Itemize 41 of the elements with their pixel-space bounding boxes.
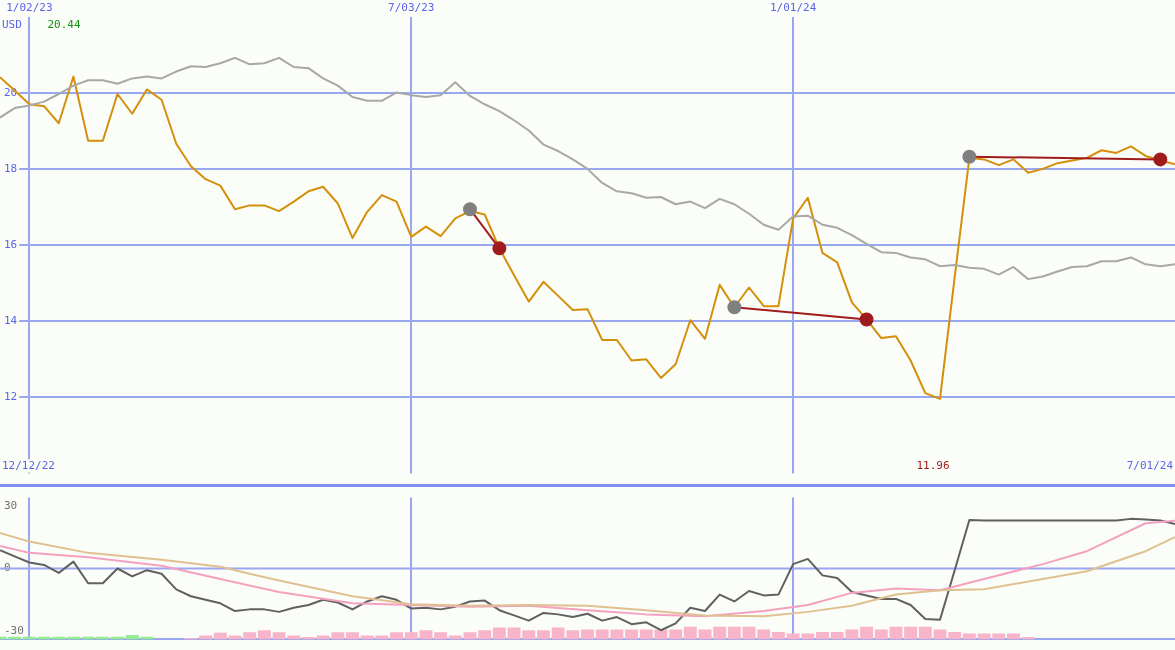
bar xyxy=(434,632,448,640)
bar xyxy=(257,630,271,640)
bar xyxy=(625,629,639,640)
bar xyxy=(698,629,712,640)
y-tick-label: 16 xyxy=(4,238,18,252)
bar xyxy=(463,632,477,640)
bar xyxy=(390,632,404,640)
bar xyxy=(771,631,785,640)
bar xyxy=(860,626,874,640)
x-tick-label: 1/02/23 xyxy=(6,1,53,15)
bar xyxy=(492,627,506,640)
x-tick-label: 7/03/23 xyxy=(388,1,435,15)
y-tick-label: -30 xyxy=(4,623,24,637)
bar xyxy=(918,626,932,640)
bar xyxy=(199,635,213,640)
bar xyxy=(536,630,550,640)
bar xyxy=(669,629,683,640)
bar xyxy=(243,632,257,640)
bar xyxy=(904,626,918,640)
bar xyxy=(346,632,359,640)
bar xyxy=(581,629,594,640)
annotation: 7/01/24 xyxy=(1126,459,1174,473)
y-tick-label: 12 xyxy=(4,390,18,404)
y-tick-label: 18 xyxy=(4,162,18,176)
annotation: 20.44 xyxy=(47,18,81,32)
bar xyxy=(228,635,242,640)
y-axis-title: USD xyxy=(2,18,22,32)
x-tick-label: 1/01/24 xyxy=(769,1,817,15)
y-tick-label: 30 xyxy=(4,498,18,512)
bar xyxy=(213,632,227,640)
y-tick-label: 14 xyxy=(4,314,18,328)
bar xyxy=(683,626,697,640)
bar xyxy=(478,630,492,640)
bar xyxy=(948,631,962,640)
annotation: 11.96 xyxy=(916,459,950,473)
bar xyxy=(448,635,462,640)
bar xyxy=(816,631,829,640)
annotation: 12/12/22 xyxy=(2,459,55,473)
bar xyxy=(713,626,727,640)
bar xyxy=(727,626,741,640)
bar xyxy=(933,629,947,640)
